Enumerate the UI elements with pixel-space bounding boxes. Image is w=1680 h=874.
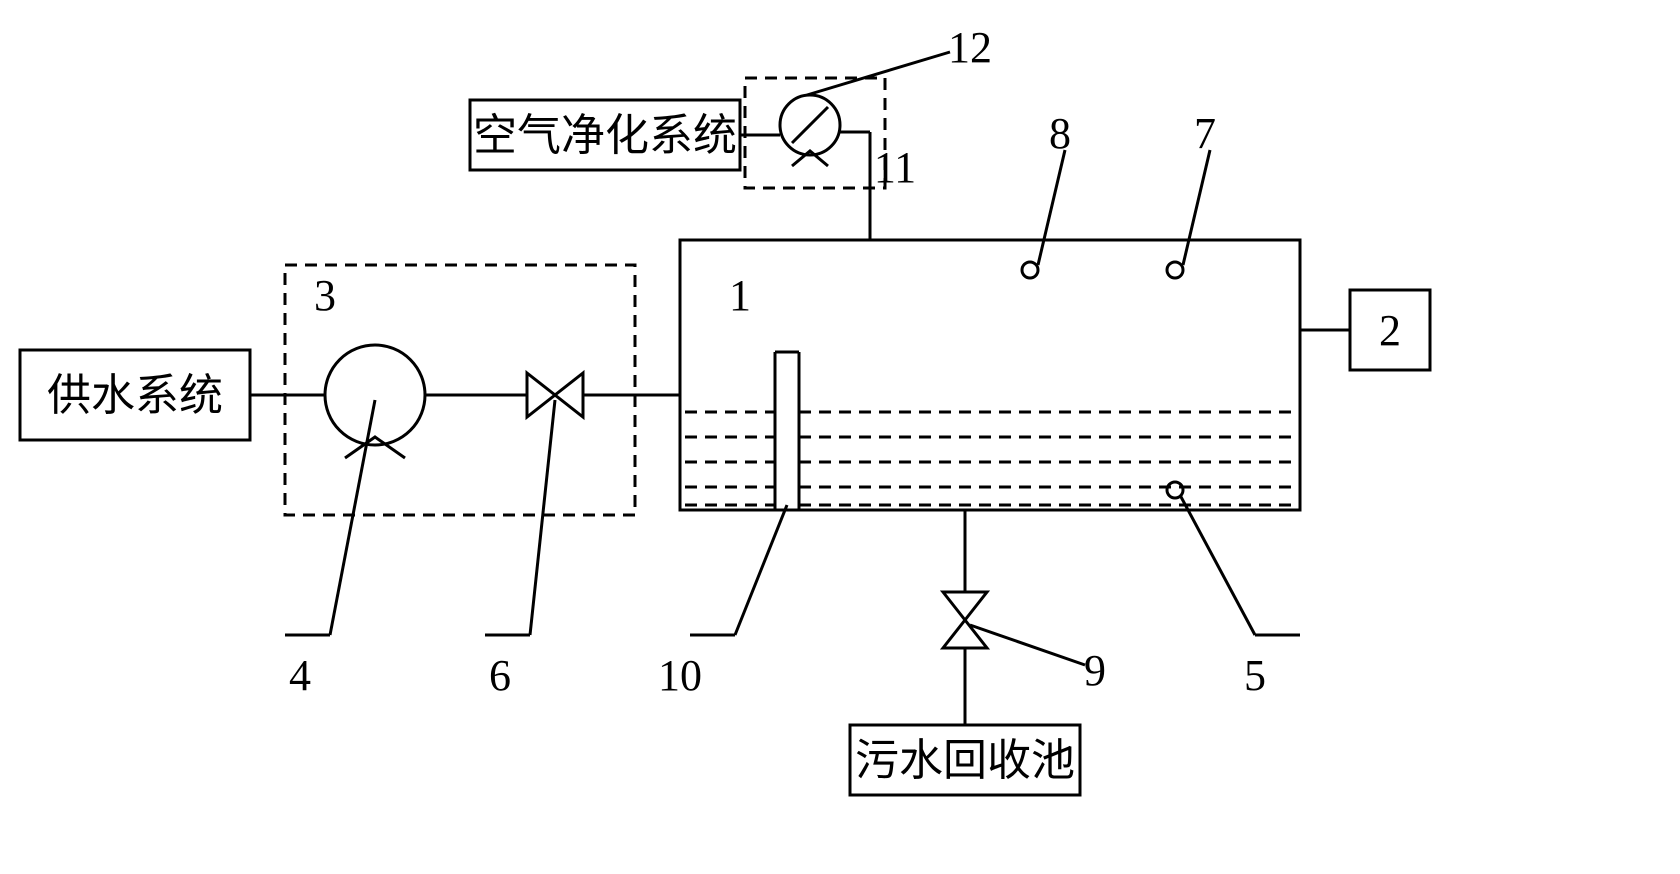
sensor-8 (1022, 262, 1038, 278)
svg-text:6: 6 (489, 651, 511, 700)
svg-text:8: 8 (1049, 109, 1071, 158)
sensor-7 (1167, 262, 1183, 278)
tube-10 (775, 352, 799, 510)
svg-text:3: 3 (314, 271, 336, 320)
water-supply-label: 供水系统 (47, 371, 223, 420)
svg-text:7: 7 (1194, 109, 1216, 158)
svg-text:1: 1 (729, 271, 751, 320)
svg-text:5: 5 (1244, 651, 1266, 700)
air-purify-label: 空气净化系统 (473, 111, 737, 160)
tank (680, 240, 1300, 510)
svg-text:11: 11 (874, 143, 916, 192)
svg-text:4: 4 (289, 651, 311, 700)
leaders: 128794610511132 (285, 23, 1401, 700)
svg-text:9: 9 (1084, 646, 1106, 695)
sewage-label: 污水回收池 (855, 736, 1075, 785)
valve-9 (943, 592, 987, 648)
pump-4-circle (325, 345, 425, 445)
svg-text:10: 10 (658, 651, 702, 700)
pump-12-slash (792, 107, 828, 143)
svg-text:2: 2 (1379, 306, 1401, 355)
svg-text:12: 12 (948, 23, 992, 72)
